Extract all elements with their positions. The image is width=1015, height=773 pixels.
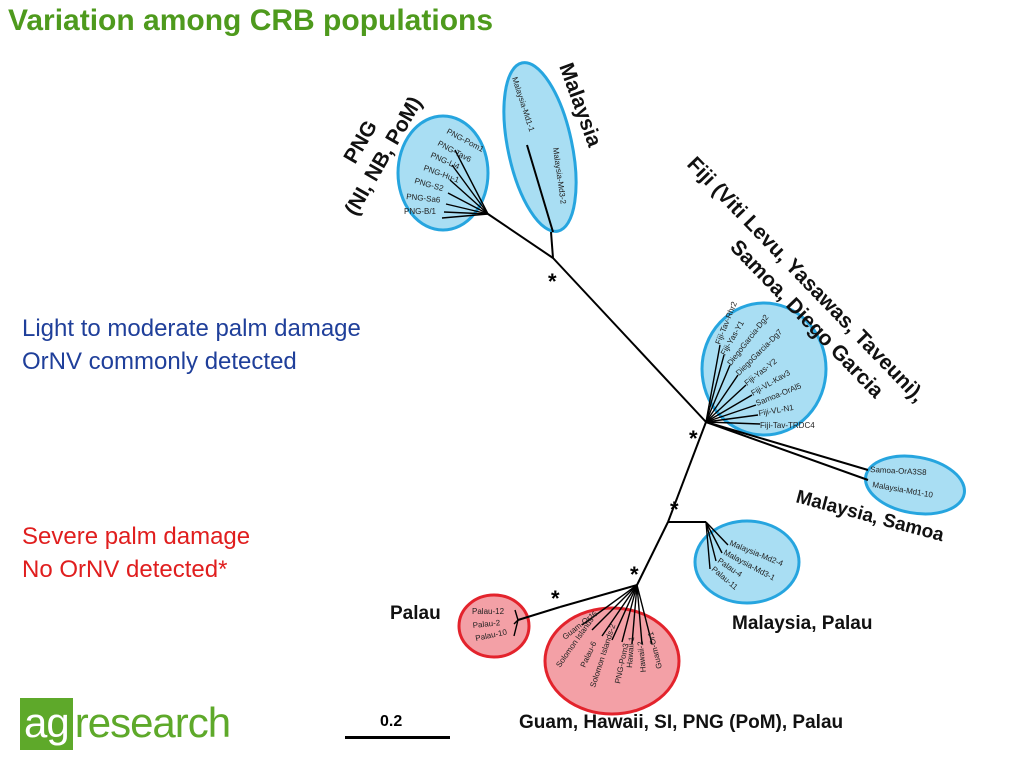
scale-bar-label: 0.2: [380, 713, 403, 730]
support-asterisk: *: [551, 586, 560, 611]
clade-ellipse-fiji: [700, 301, 828, 437]
support-asterisk: *: [670, 497, 679, 522]
logo-research: research: [74, 699, 231, 746]
support-asterisk: *: [548, 269, 557, 294]
legend-light-line2: OrNV commonly detected: [22, 348, 297, 375]
legend-severe-line1: Severe palm damage: [22, 523, 251, 550]
clade-ellipse-malaysia-palau: [693, 519, 801, 605]
leaf-label: PNG-Sa6: [406, 192, 442, 205]
legend-severe-damage: Severe palm damage No OrNV detected*: [22, 520, 250, 586]
group-label-guam: Guam, Hawaii, SI, PNG (PoM), Palau: [519, 712, 844, 733]
leaf-label: Samoa-OrA3S8: [870, 465, 927, 477]
leaf-label: Fiji-Tav-TRDC4: [760, 421, 815, 430]
support-asterisk: *: [630, 562, 639, 587]
logo-ag: ag: [20, 698, 73, 750]
legend-light-line1: Light to moderate palm damage: [22, 315, 361, 342]
scale-bar: [345, 736, 450, 739]
leaf-label: Palau-2: [472, 618, 501, 630]
clade-ellipse-guam: [543, 606, 681, 716]
clade-ellipse-palau: [457, 593, 531, 659]
leaf-label: Palau-12: [472, 607, 505, 616]
slide-title: Variation among CRB populations: [8, 4, 494, 37]
group-label-malaysia-palau: Malaysia, Palau: [732, 613, 873, 634]
clade-ellipse-malaysia: [502, 61, 578, 233]
agresearch-logo: ag research: [20, 698, 231, 750]
tree-fan-branches: [441, 149, 761, 645]
legend-severe-line2: No OrNV detected*: [22, 556, 228, 583]
support-markers: * * * * *: [548, 269, 698, 611]
legend-light-damage: Light to moderate palm damage OrNV commo…: [22, 312, 361, 378]
leaf-label: PNG-B/1: [404, 207, 437, 216]
leaf-label: Hawaii-1: [625, 636, 636, 668]
support-asterisk: *: [689, 426, 698, 451]
clade-ellipse-malaysia-samoa: [864, 454, 966, 516]
leaf-label: Hawaii-2: [636, 640, 648, 672]
tree-backbone: [487, 144, 869, 621]
group-label-palau: Palau: [390, 603, 441, 624]
